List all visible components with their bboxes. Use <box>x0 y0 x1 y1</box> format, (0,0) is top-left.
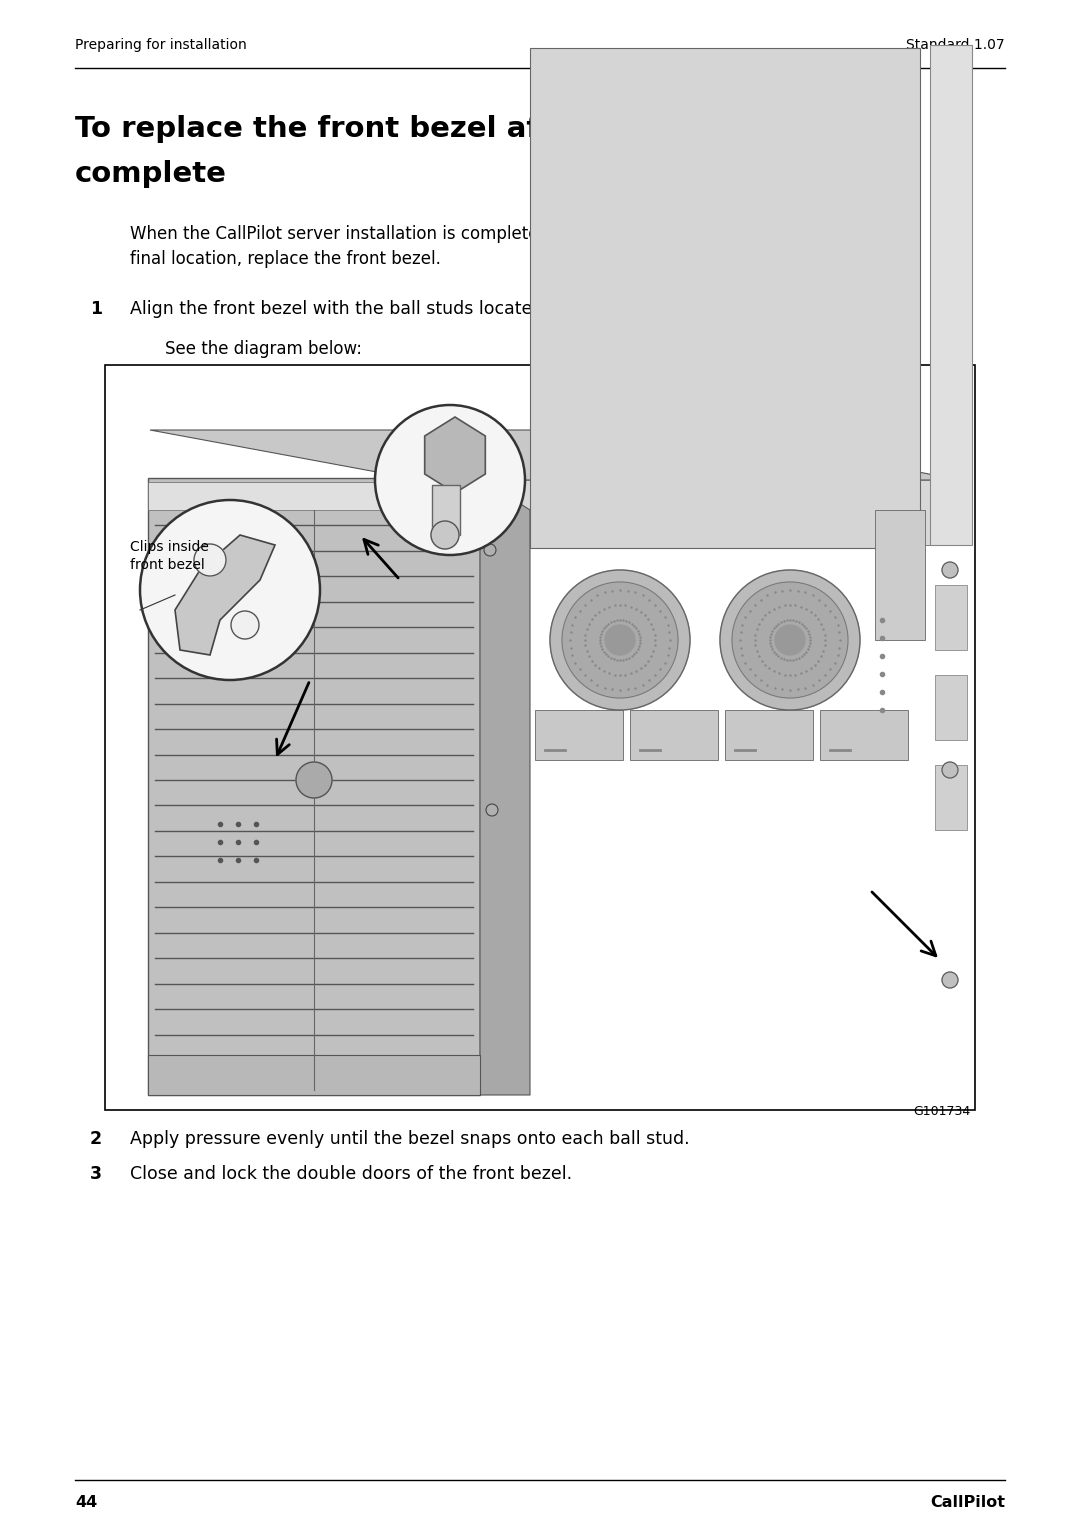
Bar <box>630 709 718 760</box>
Text: 3: 3 <box>90 1165 102 1183</box>
Circle shape <box>942 972 958 988</box>
Circle shape <box>732 583 848 699</box>
Bar <box>105 365 975 1110</box>
Bar <box>148 1055 480 1095</box>
Text: 2: 2 <box>90 1130 103 1148</box>
Circle shape <box>431 521 459 549</box>
Bar <box>935 674 967 740</box>
Text: Standard 1.07: Standard 1.07 <box>906 38 1005 52</box>
Circle shape <box>720 570 860 709</box>
Bar <box>820 709 908 760</box>
Circle shape <box>296 761 332 798</box>
Text: front bezel: front bezel <box>130 558 205 572</box>
Circle shape <box>550 570 690 709</box>
Bar <box>935 764 967 830</box>
Text: See the diagram below:: See the diagram below: <box>165 339 362 358</box>
Circle shape <box>231 612 259 639</box>
Circle shape <box>484 544 496 557</box>
Polygon shape <box>480 479 530 1095</box>
Text: Apply pressure evenly until the bezel snaps onto each ball stud.: Apply pressure evenly until the bezel sn… <box>130 1130 690 1148</box>
Text: complete: complete <box>75 161 227 188</box>
Circle shape <box>775 625 805 654</box>
Polygon shape <box>148 479 480 1095</box>
Circle shape <box>562 583 678 699</box>
Text: Close and lock the double doors of the front bezel.: Close and lock the double doors of the f… <box>130 1165 572 1183</box>
Bar <box>530 47 920 547</box>
Bar <box>935 586 967 650</box>
Circle shape <box>194 544 226 576</box>
Polygon shape <box>420 480 960 544</box>
Bar <box>875 511 924 641</box>
Text: Clips inside: Clips inside <box>130 540 208 553</box>
Text: When the CallPilot server installation is complete and the server is in its: When the CallPilot server installation i… <box>130 225 730 243</box>
Text: 1: 1 <box>90 300 103 318</box>
Polygon shape <box>150 430 960 480</box>
Polygon shape <box>424 417 485 492</box>
Text: 44: 44 <box>75 1495 97 1511</box>
Circle shape <box>375 405 525 555</box>
Text: Align the front bezel with the ball studs located at each faceplate corner.: Align the front bezel with the ball stud… <box>130 300 767 318</box>
Bar <box>432 485 460 535</box>
Text: final location, replace the front bezel.: final location, replace the front bezel. <box>130 251 441 268</box>
Circle shape <box>486 804 498 816</box>
Circle shape <box>942 761 958 778</box>
Bar <box>535 709 623 760</box>
Circle shape <box>942 563 958 578</box>
Circle shape <box>605 625 635 654</box>
Text: Preparing for installation: Preparing for installation <box>75 38 246 52</box>
Text: CallPilot: CallPilot <box>930 1495 1005 1511</box>
Text: G101734: G101734 <box>913 1105 970 1118</box>
Bar <box>725 709 813 760</box>
Bar <box>930 44 972 544</box>
Circle shape <box>140 500 320 680</box>
Text: To replace the front bezel after installation is: To replace the front bezel after install… <box>75 115 821 144</box>
Polygon shape <box>175 535 275 654</box>
Bar <box>148 482 480 511</box>
